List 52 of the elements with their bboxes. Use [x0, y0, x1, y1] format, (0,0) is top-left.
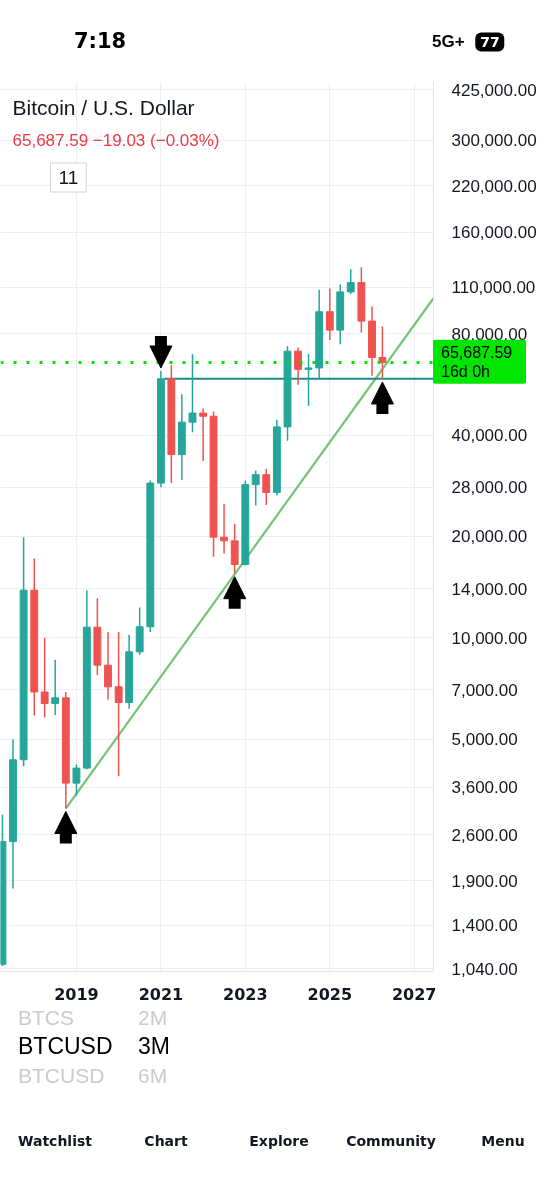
y-tick-label: 1,040.00 — [451, 959, 518, 979]
x-tick-label: 2021 — [138, 984, 184, 1004]
text: Watchlist — [18, 1132, 92, 1150]
y-tick-label: 20,000.00 — [451, 527, 528, 547]
y-tick-label: 40,000.00 — [451, 426, 528, 446]
candlestick — [40, 637, 49, 719]
text: Explore — [249, 1132, 309, 1150]
x-tick-label: 2019 — [54, 984, 99, 1004]
text: 7:18 — [73, 29, 127, 55]
candlestick — [262, 468, 271, 506]
y-tick-label: 300,000.00 — [451, 131, 537, 151]
text: 5G+ — [432, 31, 465, 53]
annotation: 11 — [58, 167, 79, 188]
x-tick-label: 2023 — [223, 984, 268, 1004]
y-tick-label: 110,000.00 — [451, 278, 536, 298]
text: Menu — [481, 1132, 525, 1150]
candlestick — [72, 763, 81, 797]
text: 3M — [138, 1033, 170, 1061]
y-tick-label: 3,600.00 — [451, 778, 518, 798]
x-tick-label: 2027 — [391, 984, 437, 1004]
y-tick-label: 5,000.00 — [451, 730, 518, 750]
text: BTCUSD — [18, 1033, 113, 1061]
x-tick-label: 2025 — [307, 984, 353, 1004]
candlestick — [220, 503, 228, 555]
text: Community — [346, 1132, 436, 1150]
text: Bitcoin / U.S. Dollar — [12, 96, 195, 119]
text: 65,687.59 −19.03 (−0.03%) — [12, 131, 220, 150]
y-tick-label: 1,900.00 — [451, 871, 518, 891]
y-tick-label: 220,000.00 — [451, 176, 537, 196]
y-tick-label: 1,400.00 — [451, 916, 518, 936]
candlestick — [230, 523, 239, 575]
candlestick — [304, 352, 313, 407]
ref-line-label: 65,687.59 16d 0h — [441, 343, 513, 380]
text: 77 — [475, 32, 505, 52]
y-tick-label: 28,000.00 — [451, 478, 528, 498]
candlestick — [188, 353, 197, 433]
y-tick-label: 425,000.00 — [451, 80, 537, 100]
candlestick — [251, 469, 260, 507]
y-tick-label: 160,000.00 — [451, 223, 537, 243]
candlestick — [325, 287, 334, 341]
y-tick-label: 7,000.00 — [451, 680, 518, 700]
candlestick — [114, 631, 123, 777]
candlestick — [199, 407, 208, 462]
y-tick-label: 80,000.00 — [451, 324, 528, 344]
y-tick-label: 2,600.00 — [451, 825, 518, 845]
text: Chart — [144, 1132, 188, 1150]
candlestick — [294, 346, 302, 386]
y-tick-label: 14,000.00 — [451, 579, 528, 599]
y-tick-label: 10,000.00 — [451, 628, 528, 648]
candlestick — [346, 268, 355, 295]
candlestick — [51, 659, 60, 716]
candlestick — [104, 631, 112, 701]
